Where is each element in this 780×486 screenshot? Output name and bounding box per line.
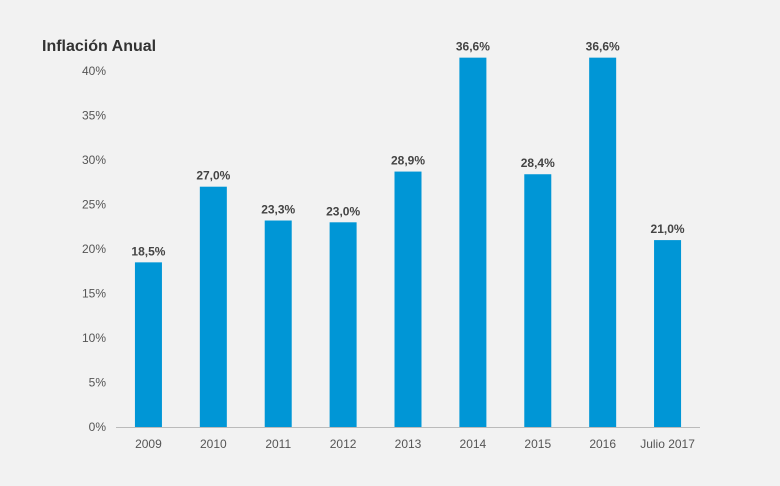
x-tick-label: 2010 xyxy=(200,437,227,451)
y-tick-label: 5% xyxy=(89,376,107,390)
data-label: 28,9% xyxy=(391,154,425,168)
data-labels: 18,5% 27,0% 23,3% 23,0% 28,9% 36,6% 28,4% 36,6%… xyxy=(131,40,684,259)
y-tick-label: 15% xyxy=(82,287,106,301)
data-label: 36,6% xyxy=(586,40,620,54)
y-tick-label: 20% xyxy=(82,242,106,256)
data-label: 28,4% xyxy=(521,156,555,170)
bars xyxy=(134,57,682,428)
data-label: 23,0% xyxy=(326,204,360,218)
bar xyxy=(264,220,292,427)
data-label: 18,5% xyxy=(131,244,165,258)
bar xyxy=(329,222,357,427)
y-tick-label: 25% xyxy=(82,198,106,212)
y-tick-label: 30% xyxy=(82,153,106,167)
bar xyxy=(134,262,162,427)
x-axis-ticks: 2009 2010 2011 2012 2013 2014 2015 2016 Julio 20… xyxy=(135,437,695,451)
y-tick-label: 0% xyxy=(89,420,107,434)
bar xyxy=(524,174,552,427)
y-tick-label: 35% xyxy=(82,109,106,123)
y-axis-ticks: 0% 5% 10% 15% 20% 25% 30% 35% 40% xyxy=(82,64,106,434)
bar xyxy=(589,57,617,428)
data-label: 36,6% xyxy=(456,40,490,54)
bar xyxy=(459,57,487,428)
x-tick-label: 2015 xyxy=(524,437,551,451)
x-tick-label: 2014 xyxy=(460,437,487,451)
x-tick-label: 2016 xyxy=(589,437,616,451)
y-tick-label: 10% xyxy=(82,331,106,345)
x-tick-label: Julio 2017 xyxy=(640,437,695,451)
y-tick-label: 40% xyxy=(82,64,106,78)
data-label: 27,0% xyxy=(196,169,230,183)
bar xyxy=(654,240,682,427)
bar xyxy=(199,186,227,427)
bar xyxy=(394,171,422,427)
data-label: 21,0% xyxy=(651,222,685,236)
chart-title: Inflación Anual xyxy=(42,38,157,55)
data-label: 23,3% xyxy=(261,203,295,217)
x-tick-label: 2013 xyxy=(395,437,422,451)
x-tick-label: 2009 xyxy=(135,437,162,451)
x-tick-label: 2011 xyxy=(265,437,291,451)
x-tick-label: 2012 xyxy=(330,437,357,451)
